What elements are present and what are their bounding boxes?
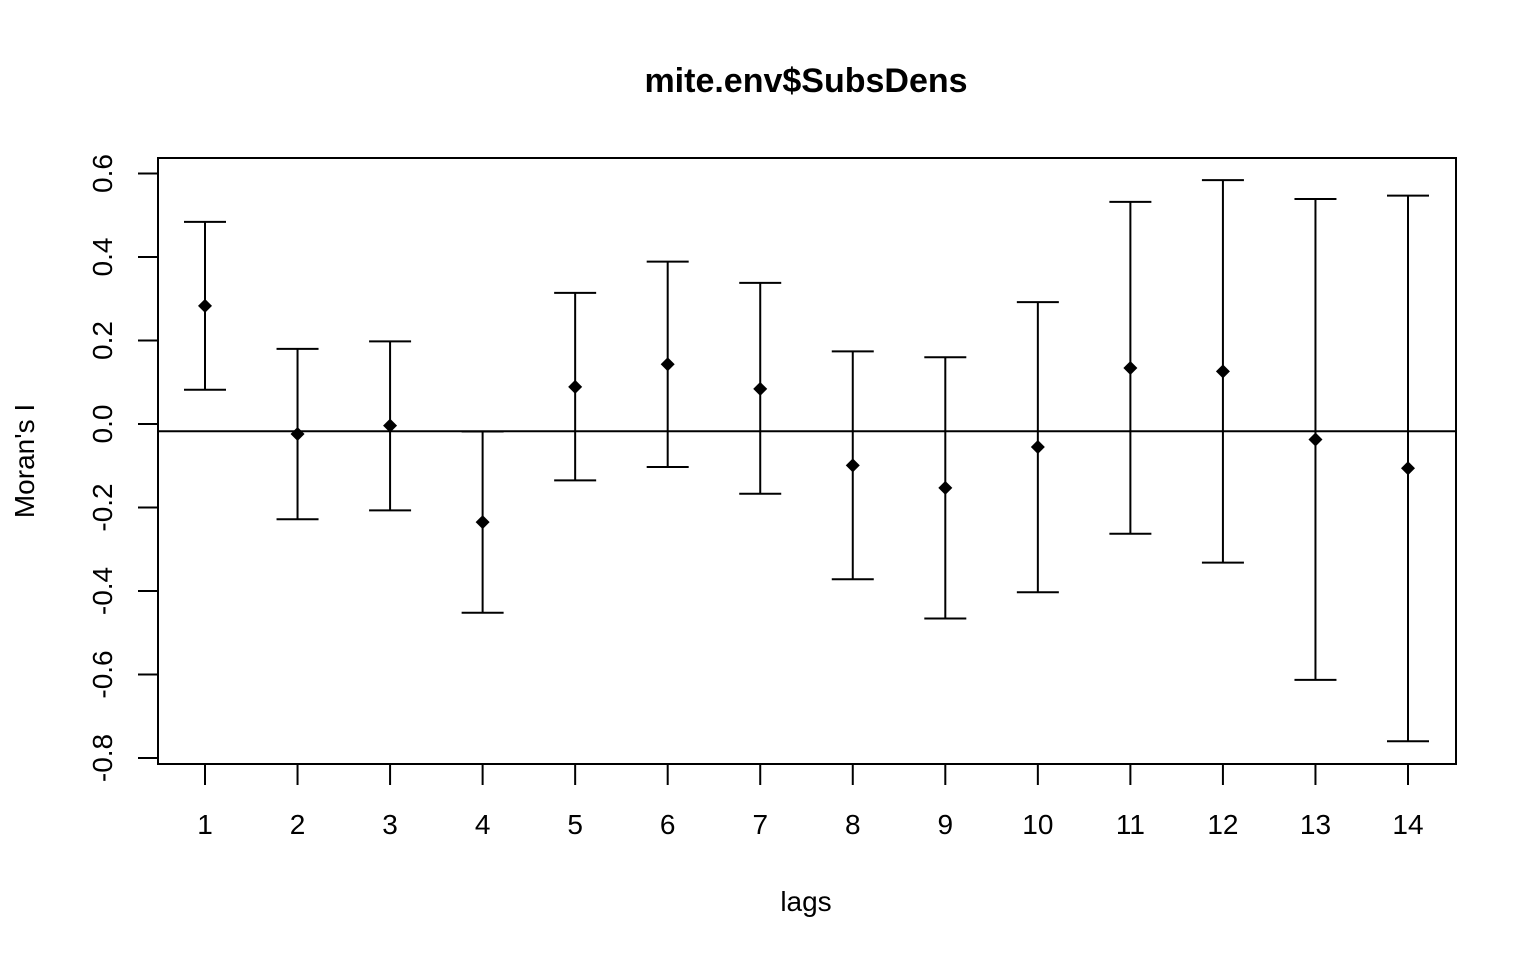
moran-point-lag-1 xyxy=(198,298,212,313)
moran-point-lag-10 xyxy=(1030,439,1045,454)
x-tick-label: 9 xyxy=(938,809,954,840)
moran-point-lag-3 xyxy=(383,418,398,433)
moran-point-lag-7 xyxy=(753,381,768,396)
x-axis-ticks: 1 2 3 4 5 6 7 8 9 10 11 12 13 14 xyxy=(197,764,1424,840)
x-axis-label: lags xyxy=(780,886,831,917)
x-tick-label: 14 xyxy=(1392,809,1423,840)
y-tick-label: -0.2 xyxy=(87,483,118,531)
moran-point-lag-8 xyxy=(845,458,860,473)
x-tick-label: 8 xyxy=(845,809,861,840)
x-tick-label: 7 xyxy=(752,809,768,840)
moran-point-lag-9 xyxy=(938,480,953,495)
chart-title: mite.env$SubsDens xyxy=(644,62,967,100)
x-tick-label: 10 xyxy=(1022,809,1053,840)
x-tick-label: 11 xyxy=(1116,809,1145,840)
moran-point-lag-13 xyxy=(1308,432,1323,447)
y-axis-label: Moran's I xyxy=(9,404,40,518)
moran-point-lag-12 xyxy=(1215,364,1230,379)
y-tick-label: 0.2 xyxy=(87,321,118,360)
plot-frame xyxy=(157,157,1457,765)
y-axis-ticks: -0.8 -0.6 -0.4 -0.2 0.0 0.2 0.4 0.6 xyxy=(87,154,158,782)
data-points xyxy=(198,298,1415,530)
y-tick-label: -0.4 xyxy=(87,567,118,615)
x-tick-label: 4 xyxy=(475,809,491,840)
y-tick-label: -0.8 xyxy=(87,734,118,782)
x-tick-label: 6 xyxy=(660,809,676,840)
moran-point-lag-14 xyxy=(1401,461,1415,476)
y-tick-label: 0.4 xyxy=(87,238,118,277)
error-bars xyxy=(184,179,1429,743)
x-tick-label: 13 xyxy=(1300,809,1331,840)
y-tick-label: 0.0 xyxy=(87,405,118,444)
moran-point-lag-4 xyxy=(475,515,490,530)
x-tick-label: 12 xyxy=(1207,809,1238,840)
moran-point-lag-11 xyxy=(1123,361,1138,376)
x-tick-label: 2 xyxy=(290,809,306,840)
x-tick-label: 5 xyxy=(567,809,583,840)
moran-point-lag-5 xyxy=(568,379,583,394)
x-tick-label: 3 xyxy=(382,809,398,840)
y-tick-label: 0.6 xyxy=(87,154,118,193)
moran-point-lag-6 xyxy=(660,357,675,372)
moran-point-lag-2 xyxy=(290,427,305,442)
x-tick-label: 1 xyxy=(197,809,213,840)
y-tick-label: -0.6 xyxy=(87,650,118,698)
